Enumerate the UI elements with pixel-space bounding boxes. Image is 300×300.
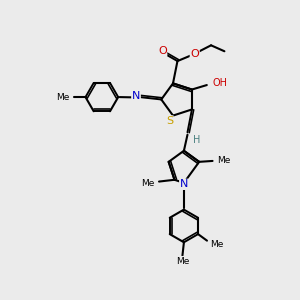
- Text: Me: Me: [217, 156, 230, 165]
- Text: N: N: [132, 91, 140, 101]
- Text: Me: Me: [211, 240, 224, 249]
- Text: S: S: [166, 116, 173, 126]
- Text: O: O: [158, 46, 167, 56]
- Text: H: H: [193, 135, 200, 145]
- Text: O: O: [190, 49, 199, 58]
- Text: N: N: [180, 179, 188, 189]
- Text: Me: Me: [176, 256, 189, 266]
- Text: OH: OH: [213, 78, 228, 88]
- Text: Me: Me: [56, 93, 69, 102]
- Text: Me: Me: [141, 179, 154, 188]
